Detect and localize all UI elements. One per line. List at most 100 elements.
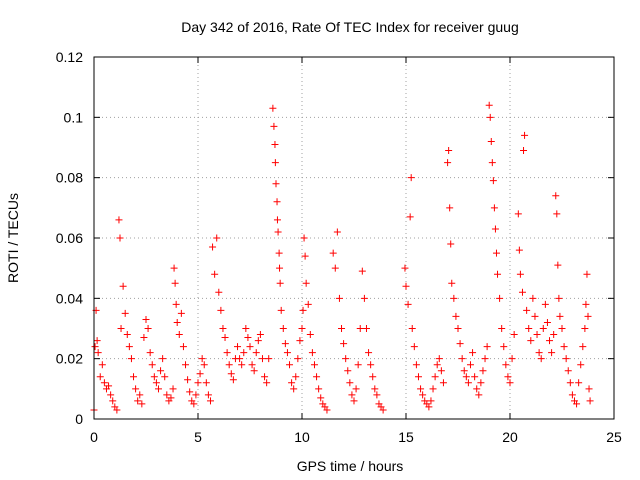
data-point <box>127 355 135 363</box>
data-point <box>286 361 294 369</box>
data-point <box>138 400 146 408</box>
data-point <box>537 355 545 363</box>
data-point <box>358 267 366 275</box>
data-point <box>313 373 321 381</box>
data-point <box>489 177 497 185</box>
data-point <box>504 373 512 381</box>
data-point <box>502 361 510 369</box>
data-point <box>221 334 229 342</box>
data-point <box>429 385 437 393</box>
data-point <box>475 391 483 399</box>
y-tick-label: 0.08 <box>56 170 83 186</box>
data-point <box>265 355 273 363</box>
data-point <box>371 385 379 393</box>
data-point <box>132 385 140 393</box>
data-point <box>163 391 171 399</box>
data-point <box>471 373 479 381</box>
data-point <box>508 355 516 363</box>
data-point <box>184 376 192 384</box>
data-point <box>446 204 454 212</box>
data-point <box>290 385 298 393</box>
data-point <box>115 216 123 224</box>
data-point <box>258 355 266 363</box>
data-point <box>91 343 99 351</box>
x-axis-title: GPS time / hours <box>297 458 404 474</box>
data-point <box>250 367 258 375</box>
data-point <box>213 234 221 242</box>
x-tick-label: 15 <box>398 429 414 445</box>
data-point <box>516 270 524 278</box>
data-point <box>552 192 560 200</box>
data-point <box>466 361 474 369</box>
x-tick-label: 10 <box>294 429 310 445</box>
data-point <box>170 264 178 272</box>
data-point <box>200 361 208 369</box>
data-point <box>333 228 341 236</box>
data-point <box>340 340 348 348</box>
data-point <box>294 355 302 363</box>
data-point <box>246 343 254 351</box>
data-point <box>96 373 104 381</box>
data-point <box>342 355 350 363</box>
data-points <box>90 101 594 414</box>
y-tick-label: 0.12 <box>56 49 83 65</box>
x-tick-label: 25 <box>606 429 622 445</box>
data-point <box>217 306 225 314</box>
data-point <box>123 331 131 339</box>
data-point <box>93 337 101 345</box>
data-point <box>252 349 260 357</box>
data-point <box>369 373 377 381</box>
data-point <box>161 373 169 381</box>
data-point <box>479 367 487 375</box>
data-point <box>227 370 235 378</box>
data-point <box>234 343 242 351</box>
data-point <box>425 403 433 411</box>
data-point <box>541 300 549 308</box>
data-point <box>202 379 210 387</box>
data-point <box>525 325 533 332</box>
data-point <box>583 270 591 278</box>
data-point <box>186 388 194 396</box>
data-point <box>302 279 310 287</box>
chart-title: Day 342 of 2016, Rate Of TEC Index for r… <box>181 19 518 35</box>
data-point <box>404 300 412 308</box>
axes: 0 5 10 15 20 25 0 0.02 0.04 0.06 0.08 0.1 0.12 <box>56 49 622 445</box>
data-point <box>539 325 547 332</box>
data-point <box>523 306 531 314</box>
data-point <box>271 159 279 167</box>
data-point <box>491 225 499 233</box>
data-point <box>298 325 306 332</box>
data-point <box>194 379 202 387</box>
data-point <box>274 228 282 236</box>
data-point <box>98 361 106 369</box>
data-point <box>94 349 102 357</box>
data-point <box>329 249 337 257</box>
data-point <box>577 361 585 369</box>
data-point <box>575 379 583 387</box>
data-point <box>275 249 283 257</box>
data-point <box>146 349 154 357</box>
y-tick-label: 0 <box>75 411 83 427</box>
data-point <box>373 391 381 399</box>
data-point <box>439 379 447 387</box>
data-point <box>473 385 481 393</box>
data-point <box>407 174 415 182</box>
data-point <box>408 325 416 332</box>
data-point <box>458 355 466 363</box>
data-point <box>238 361 246 369</box>
data-point <box>555 294 563 302</box>
data-point <box>496 294 504 302</box>
data-point <box>169 385 177 393</box>
data-point <box>350 397 358 405</box>
data-point <box>344 367 352 375</box>
data-point <box>175 331 183 339</box>
data-point <box>500 343 508 351</box>
data-point <box>533 331 541 339</box>
data-point <box>219 325 227 332</box>
data-point <box>283 349 291 357</box>
data-point <box>498 325 506 332</box>
data-point <box>338 325 346 332</box>
data-point <box>581 325 589 332</box>
data-point <box>121 309 129 317</box>
data-point <box>300 234 308 242</box>
